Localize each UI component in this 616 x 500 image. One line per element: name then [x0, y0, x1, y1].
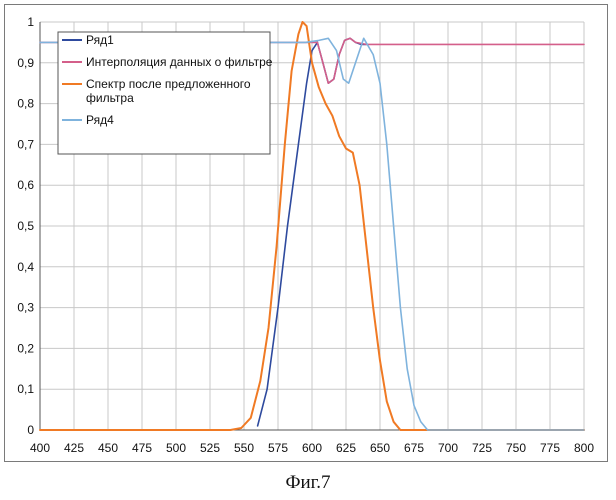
y-tick-label: 0,8 — [17, 97, 34, 111]
x-tick-label: 575 — [268, 441, 288, 455]
x-tick-label: 500 — [166, 441, 186, 455]
x-tick-label: 650 — [370, 441, 390, 455]
y-tick-label: 0,2 — [17, 341, 34, 355]
x-tick-label: 775 — [540, 441, 560, 455]
y-tick-label: 0,5 — [17, 219, 34, 233]
legend-label: Ряд4 — [86, 113, 114, 127]
x-tick-label: 800 — [574, 441, 594, 455]
y-tick-label: 0,9 — [17, 56, 34, 70]
y-tick-label: 0,1 — [17, 382, 34, 396]
line-chart: 400 425 450 475 500 525 550 575 600 625 650 675 700 7… — [0, 0, 616, 470]
legend-label: Ряд1 — [86, 33, 114, 47]
y-tick-label: 1 — [27, 15, 34, 29]
y-tick-label: 0,4 — [17, 260, 34, 274]
x-tick-label: 600 — [302, 441, 322, 455]
x-tick-label: 725 — [472, 441, 492, 455]
x-tick-label: 675 — [404, 441, 424, 455]
y-tick-label: 0,7 — [17, 137, 34, 151]
x-tick-label: 750 — [506, 441, 526, 455]
y-tick-label: 0,3 — [17, 301, 34, 315]
x-tick-label: 550 — [234, 441, 254, 455]
x-tick-label: 475 — [132, 441, 152, 455]
x-tick-label: 525 — [200, 441, 220, 455]
x-tick-label: 450 — [98, 441, 118, 455]
x-tick-label: 400 — [30, 441, 50, 455]
y-tick-label: 0,6 — [17, 178, 34, 192]
y-tick-label: 0 — [27, 423, 34, 437]
figure-caption: Фиг.7 — [0, 472, 616, 494]
x-tick-label: 700 — [438, 441, 458, 455]
x-tick-label: 425 — [64, 441, 84, 455]
x-tick-label: 625 — [336, 441, 356, 455]
legend-label: Интерполяция данных о фильтре — [86, 55, 273, 69]
